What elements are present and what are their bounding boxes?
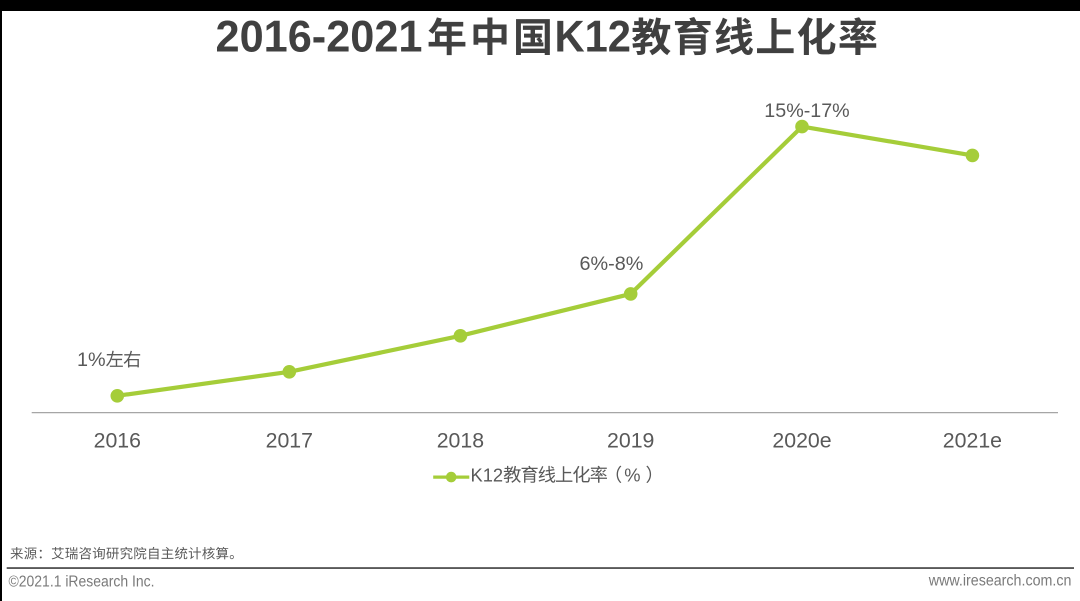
svg-text:2021e: 2021e	[943, 428, 1002, 452]
svg-text:2017: 2017	[266, 428, 313, 452]
svg-text:%: %	[624, 464, 640, 485]
svg-text:15%-17%: 15%-17%	[764, 100, 849, 122]
svg-text:2018: 2018	[437, 428, 484, 452]
svg-text:www.iresearch.com.cn: www.iresearch.com.cn	[928, 573, 1072, 590]
svg-text:6%-8%: 6%-8%	[580, 253, 644, 275]
svg-text:©2021.1 iResearch Inc.: ©2021.1 iResearch Inc.	[9, 573, 155, 590]
svg-text:2016-2021: 2016-2021	[216, 13, 423, 62]
svg-text:2019: 2019	[607, 428, 654, 452]
svg-text:2016: 2016	[94, 428, 141, 452]
svg-text:2020e: 2020e	[772, 428, 831, 452]
svg-text:K12: K12	[471, 464, 504, 485]
svg-text:1%: 1%	[77, 349, 106, 371]
svg-text:K12: K12	[555, 13, 632, 62]
